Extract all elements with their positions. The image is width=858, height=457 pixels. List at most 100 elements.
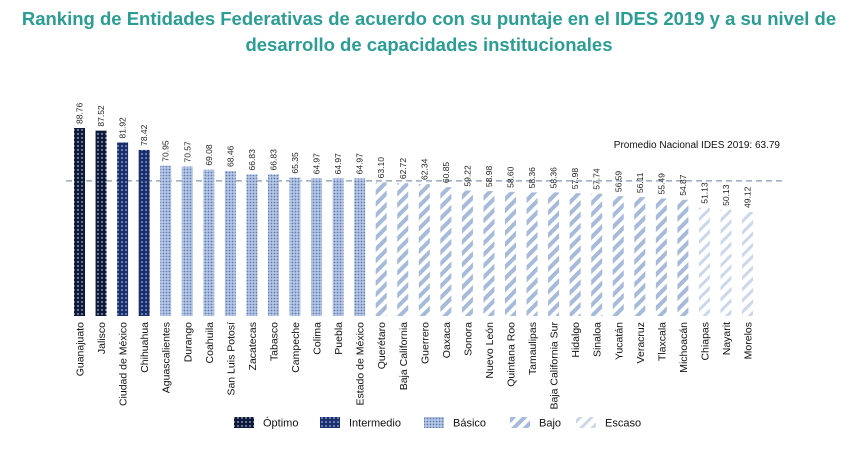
bar-hidalgo xyxy=(569,193,581,316)
value-label-quintana-roo: 58.60 xyxy=(506,166,516,188)
category-labels-group: Guanajuato Jalisco Ciudad de México Chihuah… xyxy=(75,322,755,410)
value-label-morelos: 49.12 xyxy=(743,186,753,208)
category-label-tlaxcala: Tlaxcala xyxy=(656,322,668,361)
category-label-san-luis-potosi: San Luis Potosí xyxy=(225,322,237,396)
bar-michoacan xyxy=(677,199,689,316)
legend-label-optimo: Óptimo xyxy=(263,417,298,430)
bar-durango xyxy=(181,166,193,316)
category-label-oaxaca: Oaxaca xyxy=(441,322,453,358)
value-label-coahuila: 69.08 xyxy=(204,144,214,166)
category-label-coahuila: Coahuila xyxy=(204,322,216,364)
category-label-guanajuato: Guanajuato xyxy=(75,322,87,376)
category-label-durango: Durango xyxy=(182,322,194,362)
value-label-san-luis-potosi: 68.46 xyxy=(225,145,235,167)
category-label-zacatecas: Zacatecas xyxy=(247,322,259,370)
value-label-sinaloa: 57.74 xyxy=(592,168,602,190)
value-labels-group: 88.76 87.52 81.92 78.42 70.95 70.57 69.08 68.46… xyxy=(75,102,753,208)
category-label-sinaloa: Sinaloa xyxy=(592,322,604,357)
category-label-morelos: Morelos xyxy=(743,322,755,359)
category-label-guerrero: Guerrero xyxy=(419,322,431,364)
category-label-ciudad-de-mexico: Ciudad de México xyxy=(118,322,130,406)
bar-tamaulipas xyxy=(526,192,538,316)
bar-tlaxcala xyxy=(655,198,667,316)
bar-chiapas xyxy=(698,207,710,316)
reference-line-group: Promedio Nacional IDES 2019: 63.79 xyxy=(66,140,782,182)
value-label-baja-california: 62.72 xyxy=(398,158,408,180)
category-label-veracruz: Veracruz xyxy=(635,322,647,363)
legend-label-intermedio: Intermedio xyxy=(349,418,401,430)
bar-tabasco xyxy=(267,174,279,316)
value-label-chihuahua: 78.42 xyxy=(139,124,149,146)
category-label-tamaulipas: Tamaulipas xyxy=(527,322,539,375)
category-label-nuevo-leon: Nuevo León xyxy=(484,322,496,379)
bar-quintana-roo xyxy=(505,191,516,316)
bar-baja-california-sur xyxy=(548,192,560,316)
value-label-durango: 70.57 xyxy=(182,141,192,163)
value-label-estado-de-mexico: 64.97 xyxy=(355,153,365,175)
bar-nuevo-leon xyxy=(483,191,495,316)
category-label-aguascalientes: Aguascalientes xyxy=(161,322,173,393)
category-label-estado-de-mexico: Estado de México xyxy=(355,322,367,406)
value-label-nayarit: 50.13 xyxy=(721,184,731,206)
bar-estado-de-mexico xyxy=(354,178,366,316)
bar-guanajuato xyxy=(74,128,85,316)
legend: Óptimo Intermedio Básico Bajo Escaso xyxy=(234,417,641,430)
value-label-veracruz: 56.11 xyxy=(635,172,645,193)
bar-morelos xyxy=(742,211,754,316)
value-label-aguascalientes: 70.95 xyxy=(161,140,171,162)
bar-yucatan xyxy=(612,196,624,316)
value-label-nuevo-leon: 58.98 xyxy=(484,166,494,188)
value-label-chiapas: 51.13 xyxy=(699,182,709,204)
category-label-jalisco: Jalisco xyxy=(96,322,108,354)
category-label-puebla: Puebla xyxy=(333,322,345,355)
legend-swatch-basico xyxy=(424,417,444,428)
bar-aguascalientes xyxy=(160,165,172,316)
category-label-nayarit: Nayarit xyxy=(721,322,733,355)
category-label-quintana-roo: Quintana Roo xyxy=(506,322,518,387)
category-label-michoacan: Michoacán xyxy=(678,322,690,373)
chart-title: Ranking de Entidades Federativas de acue… xyxy=(21,8,837,55)
bar-oaxaca xyxy=(440,187,452,316)
bar-baja-california xyxy=(397,183,409,316)
bar-nayarit xyxy=(720,209,732,316)
value-label-zacatecas: 66.83 xyxy=(247,149,257,171)
bar-colima xyxy=(311,178,323,316)
value-label-baja-california-sur: 58.36 xyxy=(549,167,559,189)
category-label-queretaro: Querétaro xyxy=(376,322,388,369)
value-label-guerrero: 62.34 xyxy=(419,158,429,180)
category-label-chiapas: Chiapas xyxy=(699,322,711,361)
bar-puebla xyxy=(332,178,344,316)
value-label-ciudad-de-mexico: 81.92 xyxy=(118,117,128,139)
value-label-guanajuato: 88.76 xyxy=(75,102,85,124)
value-label-tabasco: 66.83 xyxy=(268,149,278,171)
legend-swatch-optimo xyxy=(234,417,254,428)
category-label-baja-california: Baja California xyxy=(398,322,410,390)
bar-coahuila xyxy=(203,169,215,316)
value-label-campeche: 65.35 xyxy=(290,152,300,174)
legend-swatch-bajo xyxy=(510,417,530,428)
bar-campeche xyxy=(289,177,301,316)
bar-veracruz xyxy=(634,197,646,316)
legend-swatch-intermedio xyxy=(320,417,340,428)
bar-jalisco xyxy=(95,130,107,316)
bar-sinaloa xyxy=(591,193,603,316)
category-label-baja-california-sur: Baja California Sur xyxy=(549,322,561,410)
value-label-puebla: 64.97 xyxy=(333,153,343,175)
category-label-sonora: Sonora xyxy=(462,322,474,356)
category-label-tabasco: Tabasco xyxy=(268,322,280,361)
bar-queretaro xyxy=(375,182,387,316)
legend-label-basico: Básico xyxy=(453,418,486,430)
national-average-label: Promedio Nacional IDES 2019: 63.79 xyxy=(614,140,781,151)
bar-chihuahua xyxy=(138,149,150,316)
value-label-colima: 64.97 xyxy=(312,153,322,175)
value-label-yucatan: 56.59 xyxy=(613,171,623,193)
value-label-queretaro: 63.10 xyxy=(376,157,386,179)
value-label-jalisco: 87.52 xyxy=(96,105,106,127)
bar-zacatecas xyxy=(246,174,258,316)
value-label-oaxaca: 60.85 xyxy=(441,162,451,184)
value-label-michoacan: 54.87 xyxy=(678,174,688,196)
value-label-tamaulipas: 58.36 xyxy=(527,167,537,189)
bar-sonora xyxy=(461,190,473,316)
bar-ciudad-de-mexico xyxy=(117,142,129,316)
